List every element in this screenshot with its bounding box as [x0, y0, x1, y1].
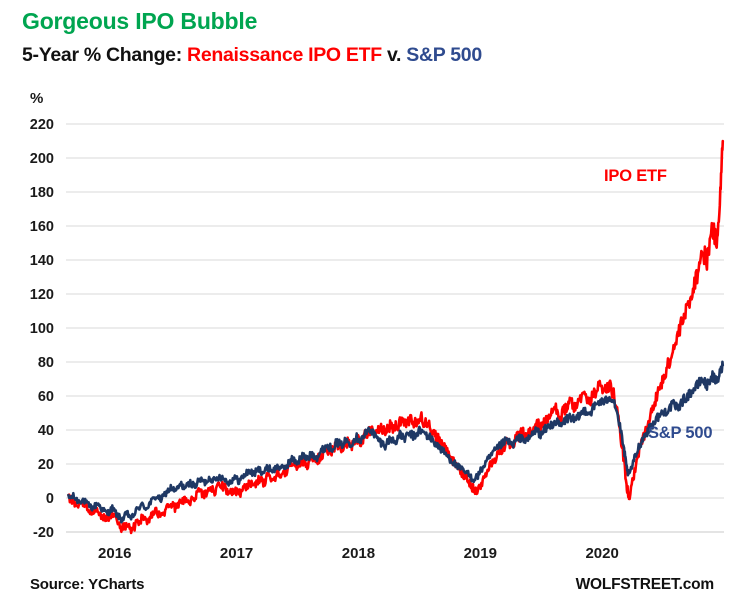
subtitle-separator: v.: [381, 44, 407, 66]
series-line-ipo-etf: [67, 139, 725, 535]
y-axis-tick-label: -20: [33, 525, 54, 541]
y-axis-tick-label: 100: [30, 321, 54, 337]
subtitle-series-a: Renaissance IPO ETF: [187, 44, 382, 66]
gridlines-group: [66, 123, 724, 533]
subtitle-prefix: 5-Year % Change:: [22, 44, 188, 66]
page-title: Gorgeous IPO Bubble: [22, 8, 258, 34]
x-axis-tick-label: 2018: [342, 545, 375, 562]
y-axis-tick-label: 80: [38, 355, 54, 371]
y-axis-labels-group: -20 0 20 40 60 80 100 120 140 160 180 200 220: [30, 117, 54, 541]
x-axis-tick-label: 2017: [220, 545, 253, 562]
y-axis-tick-label: 180: [30, 185, 54, 201]
series-label-ipo-etf: IPO ETF: [604, 167, 667, 185]
y-axis-tick-label: 120: [30, 287, 54, 303]
subtitle-series-b: S&P 500: [406, 44, 482, 66]
y-axis-tick-label: 20: [38, 457, 54, 473]
y-axis-tick-label: 220: [30, 117, 54, 133]
y-axis-unit-label: %: [30, 90, 44, 107]
y-axis-tick-label: 60: [38, 389, 54, 405]
series-group: [67, 139, 725, 535]
series-line-s-p-500: [67, 360, 725, 524]
y-axis-tick-label: 40: [38, 423, 54, 439]
chart-subtitle: 5-Year % Change: Renaissance IPO ETF v. …: [22, 44, 482, 67]
series-label-sp500: S&P 500: [648, 424, 713, 442]
x-axis-tick-label: 2016: [98, 545, 131, 562]
source-note: Source: YCharts: [30, 576, 145, 593]
brand-watermark: WOLFSTREET.com: [575, 576, 715, 593]
x-axis-tick-label: 2020: [585, 545, 618, 562]
y-axis-tick-label: 140: [30, 253, 54, 269]
x-axis-labels-group: 2016 2017 2018 2019 2020: [98, 545, 619, 562]
y-axis-tick-label: 160: [30, 219, 54, 235]
x-axis-tick-label: 2019: [464, 545, 497, 562]
y-axis-tick-label: 200: [30, 151, 54, 167]
y-axis-tick-label: 0: [46, 491, 54, 507]
